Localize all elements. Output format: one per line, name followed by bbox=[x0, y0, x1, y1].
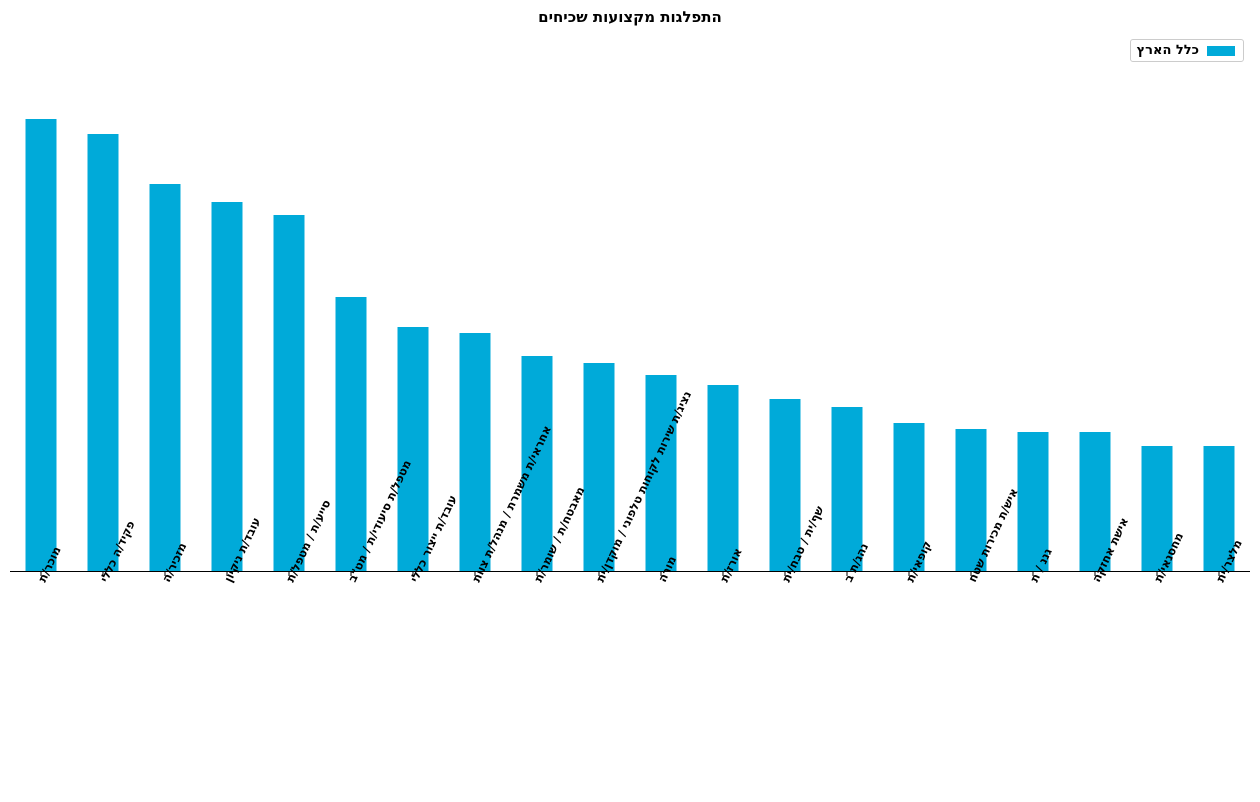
bar-16 bbox=[1017, 432, 1049, 571]
bar-3 bbox=[211, 202, 243, 571]
bar-4 bbox=[273, 215, 305, 571]
bar-1 bbox=[87, 134, 119, 571]
bar-2 bbox=[149, 184, 181, 571]
bar-8 bbox=[521, 356, 553, 571]
chart-title: התפלגות מקצועות שכיחים bbox=[538, 8, 722, 26]
legend: כלל הארץ bbox=[1129, 39, 1244, 62]
bar-5 bbox=[335, 297, 367, 571]
bar-13 bbox=[831, 407, 863, 571]
bar-17 bbox=[1079, 432, 1111, 571]
legend-swatch bbox=[1207, 45, 1235, 56]
bar-14 bbox=[893, 423, 925, 571]
bar-7 bbox=[459, 333, 491, 571]
bar-10 bbox=[645, 375, 677, 571]
bar-9 bbox=[583, 363, 615, 571]
bar-15 bbox=[955, 429, 987, 571]
legend-label: כלל הארץ bbox=[1136, 43, 1199, 58]
bar-18 bbox=[1141, 446, 1173, 571]
bar-19 bbox=[1203, 446, 1235, 571]
bar-6 bbox=[397, 327, 429, 571]
bars-group bbox=[25, 119, 1235, 571]
bar-0 bbox=[25, 119, 57, 571]
bar-11 bbox=[707, 385, 739, 571]
bar-12 bbox=[769, 399, 801, 571]
